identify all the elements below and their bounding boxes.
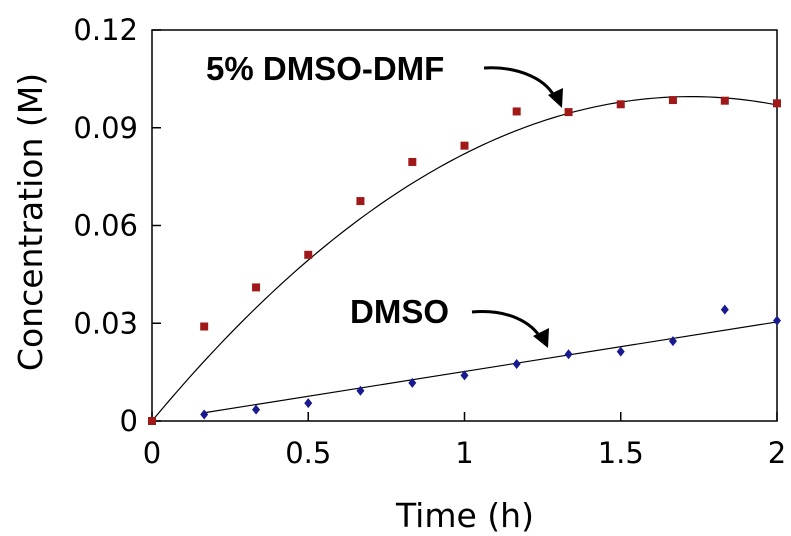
data-point-dmso [200, 409, 209, 420]
data-point-dmso [616, 346, 625, 357]
y-tick-label: 0.06 [73, 209, 138, 243]
x-axis-title: Time (h) [395, 496, 534, 535]
fit-curve-dmso [204, 321, 778, 414]
annotation-dmso: DMSO [350, 293, 549, 348]
y-axis-title: Concentration (M) [11, 73, 50, 371]
data-point-dmso-dmf [668, 96, 677, 105]
y-tick-label: 0.03 [73, 306, 138, 340]
x-tick-label: 2 [768, 436, 786, 470]
x-tick-label: 1.5 [598, 436, 644, 470]
data-point-dmso-dmf [460, 141, 469, 150]
data-point-dmso [720, 304, 729, 315]
data-point-dmso-dmf [408, 157, 417, 166]
data-points [148, 96, 781, 425]
annotation-dmso-dmf: 5% DMSO-DMF [206, 50, 563, 108]
annotation-dmso-arrow [471, 310, 544, 341]
data-point-dmso [773, 315, 781, 326]
data-point-dmso [564, 349, 573, 360]
plot-frame [151, 29, 778, 422]
data-point-dmso-dmf [252, 283, 261, 292]
data-point-dmso-dmf [564, 108, 573, 117]
x-tick-label: 0.5 [285, 436, 331, 470]
data-point-dmso [668, 336, 677, 347]
data-point-dmso [356, 385, 365, 396]
x-tick-label: 0 [143, 436, 161, 470]
annotation-dmso-dmf-arrow [483, 66, 558, 101]
data-point-dmso [408, 377, 417, 388]
data-point-dmso [512, 358, 521, 369]
data-point-dmso [460, 370, 469, 381]
plot-area: 0 0.5 1 1.5 2 0 0.03 0.06 0.09 0.12 [73, 13, 786, 470]
annotation-dmso-dmf-label: 5% DMSO-DMF [206, 50, 444, 87]
data-point-dmso-dmf [148, 417, 156, 425]
data-point-dmso-dmf [720, 96, 729, 105]
y-tick-label: 0.09 [73, 111, 138, 145]
y-axis: 0 0.03 0.06 0.09 0.12 [73, 13, 161, 438]
y-tick-label: 0 [120, 404, 138, 438]
annotation-dmso-arrowhead [533, 328, 549, 348]
data-point-dmso [252, 404, 261, 415]
x-tick-label: 1 [455, 436, 473, 470]
annotation-dmso-label: DMSO [350, 293, 449, 330]
data-point-dmso-dmf [773, 99, 781, 108]
data-point-dmso-dmf [512, 107, 521, 116]
data-point-dmso-dmf [200, 322, 209, 331]
data-point-dmso-dmf [616, 100, 625, 109]
data-point-dmso-dmf [304, 250, 313, 259]
annotation-dmso-dmf-arrowhead [548, 88, 563, 108]
data-point-dmso [304, 398, 313, 409]
y-tick-label: 0.12 [73, 13, 138, 47]
x-axis: 0 0.5 1 1.5 2 [143, 412, 786, 470]
data-point-dmso-dmf [356, 197, 365, 206]
